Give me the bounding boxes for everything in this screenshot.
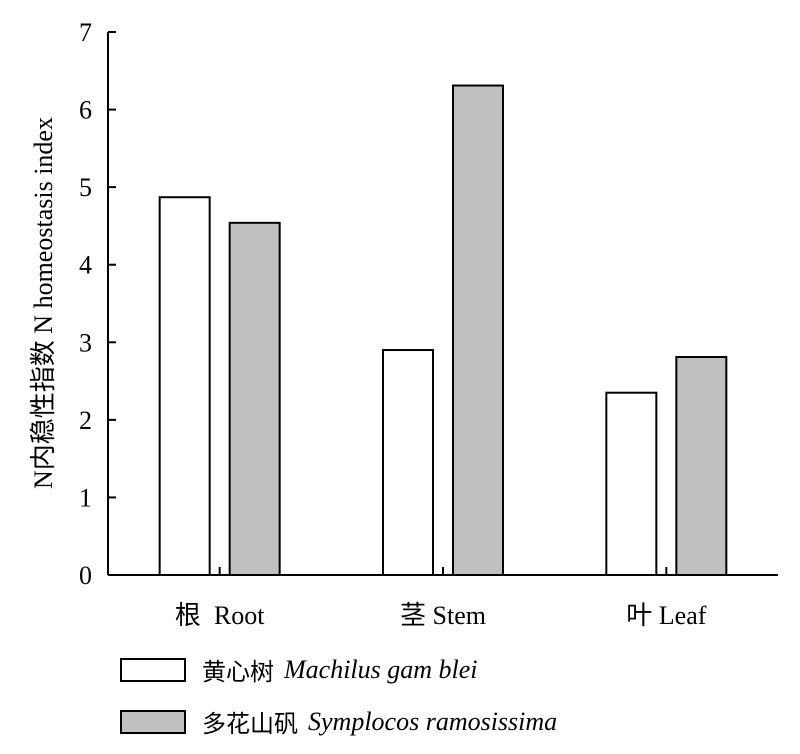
y-axis-label: N内稳性指数 N homeostasis index bbox=[29, 117, 58, 489]
y-tick-label: 1 bbox=[79, 483, 92, 512]
y-tick-label: 7 bbox=[79, 18, 92, 47]
legend-label-zh: 黄心树 bbox=[202, 658, 274, 686]
y-tick-label: 3 bbox=[79, 328, 92, 357]
legend-swatch-white bbox=[120, 657, 186, 682]
y-tick-label: 2 bbox=[79, 406, 92, 435]
bar-chart: 0 1 2 3 4 5 6 7 根 Root 茎 Stem 叶 Leaf N内稳性指数 N home… bbox=[29, 18, 778, 630]
plot-area: 0 1 2 3 4 5 6 7 根 Root 茎 Stem 叶 Leaf bbox=[79, 18, 778, 630]
bar bbox=[228, 221, 281, 576]
x-tick-label: 叶 Leaf bbox=[626, 601, 706, 630]
legend-item-machilus: 黄心树 Machilus gam blei bbox=[120, 652, 478, 687]
bar bbox=[158, 196, 211, 576]
x-tick-label: 茎 Stem bbox=[400, 601, 486, 630]
y-tick-label: 4 bbox=[79, 251, 92, 280]
legend-item-symplocos: 多花山矾 Symplocos ramosissima bbox=[120, 704, 557, 739]
legend-swatch-gray bbox=[120, 709, 186, 734]
bar bbox=[605, 391, 658, 577]
y-tick-label: 0 bbox=[79, 561, 92, 590]
bar bbox=[452, 84, 504, 576]
x-tick-label: 根 Root bbox=[175, 601, 265, 630]
bar bbox=[675, 356, 728, 576]
legend-label-latin: Symplocos ramosissima bbox=[308, 706, 558, 736]
bar bbox=[382, 349, 434, 576]
y-tick-label: 6 bbox=[79, 96, 92, 125]
y-tick-label: 5 bbox=[79, 173, 92, 202]
legend-label-latin: Machilus gam blei bbox=[284, 654, 478, 684]
legend-label-zh: 多花山矾 bbox=[202, 710, 298, 738]
